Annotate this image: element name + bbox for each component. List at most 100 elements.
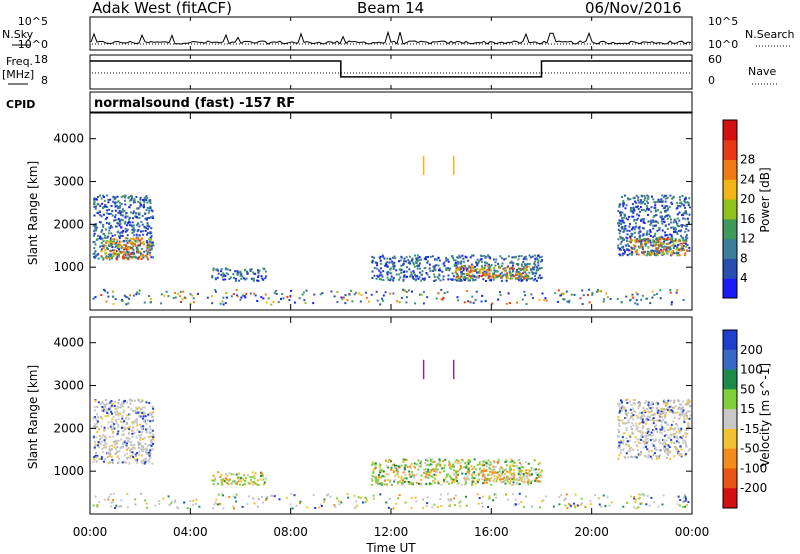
power-point (529, 277, 532, 280)
power-point (523, 263, 526, 266)
velocity-point (626, 398, 629, 401)
power-point (469, 268, 472, 271)
power-point (617, 246, 620, 249)
velocity-point (505, 459, 508, 462)
velocity-point (515, 464, 518, 467)
power-point (649, 251, 652, 254)
power-point (102, 246, 105, 249)
power-point (652, 250, 655, 253)
velocity-point (640, 453, 643, 456)
power-point (353, 293, 356, 296)
velocity-point (141, 417, 144, 420)
power-point (216, 268, 219, 271)
velocity-point (400, 477, 403, 480)
power-point (523, 290, 526, 293)
velocity-point (646, 448, 649, 451)
power-point (392, 278, 394, 281)
power-point (460, 272, 463, 275)
velocity-point (686, 410, 689, 413)
power-point (635, 201, 638, 204)
velocity-point (138, 453, 141, 456)
power-point (106, 212, 109, 215)
power-point (142, 241, 145, 244)
velocity-point (100, 416, 102, 419)
velocity-point (647, 401, 650, 404)
power-point (177, 292, 179, 295)
power-point (418, 276, 421, 279)
velocity-point (500, 474, 503, 476)
velocity-point (116, 411, 119, 414)
power-point (505, 302, 508, 305)
power-point (281, 293, 284, 295)
power-point (461, 272, 464, 275)
power-point (660, 253, 663, 256)
power-point (114, 209, 117, 212)
power-point (113, 249, 116, 252)
power-point (476, 264, 479, 267)
velocity-point (258, 498, 260, 501)
velocity-point (508, 464, 511, 467)
power-point (141, 223, 144, 226)
velocity-point (318, 506, 321, 509)
velocity-point (674, 405, 677, 407)
power-point (649, 223, 652, 226)
power-point (507, 255, 510, 258)
velocity-point (151, 448, 154, 451)
velocity-point (109, 425, 112, 428)
power-point (92, 224, 95, 227)
power-point (122, 253, 125, 256)
power-point (165, 290, 168, 293)
power-point (474, 265, 476, 268)
velocity-point (138, 406, 141, 409)
velocity-point (151, 420, 154, 423)
velocity-point (428, 471, 430, 474)
power-point (688, 246, 691, 249)
power-point (643, 238, 646, 240)
velocity-point (379, 493, 382, 496)
velocity-point (521, 476, 524, 479)
power-point (516, 271, 519, 273)
power-point (429, 255, 432, 258)
velocity-point (420, 483, 423, 486)
power-point (133, 294, 135, 297)
power-point (379, 303, 382, 306)
power-point (414, 275, 417, 278)
velocity-point (633, 403, 636, 406)
velocity-point (130, 429, 133, 432)
velocity-point (131, 421, 134, 424)
power-point (649, 235, 652, 237)
power-point (386, 273, 389, 276)
velocity-point (428, 482, 431, 485)
velocity-point (482, 474, 485, 477)
power-point (622, 205, 625, 208)
velocity-point (461, 472, 464, 475)
power-point (657, 237, 660, 240)
nsky-label: N.Sky (2, 28, 34, 41)
velocity-point (94, 454, 97, 457)
velocity-point (643, 494, 646, 497)
power-point (132, 253, 135, 256)
power-point (112, 295, 115, 298)
power-point (358, 292, 361, 295)
velocity-point (687, 424, 689, 427)
velocity-point (134, 399, 136, 402)
velocity-point (518, 483, 521, 486)
power-point (676, 231, 678, 234)
velocity-point (441, 467, 444, 470)
power-point (424, 256, 427, 259)
power-point (149, 231, 152, 234)
power-point (224, 302, 227, 304)
velocity-point (151, 412, 154, 415)
power-point (99, 194, 101, 197)
power-point (149, 240, 152, 243)
power-point (408, 255, 411, 258)
velocity-ytick-label: 1000 (53, 464, 84, 478)
power-point (256, 279, 259, 282)
velocity-point (320, 503, 322, 506)
velocity-point (506, 470, 509, 473)
power-point (486, 262, 489, 265)
power-point (143, 243, 145, 246)
power-point (111, 257, 113, 260)
power-point (418, 267, 421, 270)
power-point (119, 251, 122, 254)
